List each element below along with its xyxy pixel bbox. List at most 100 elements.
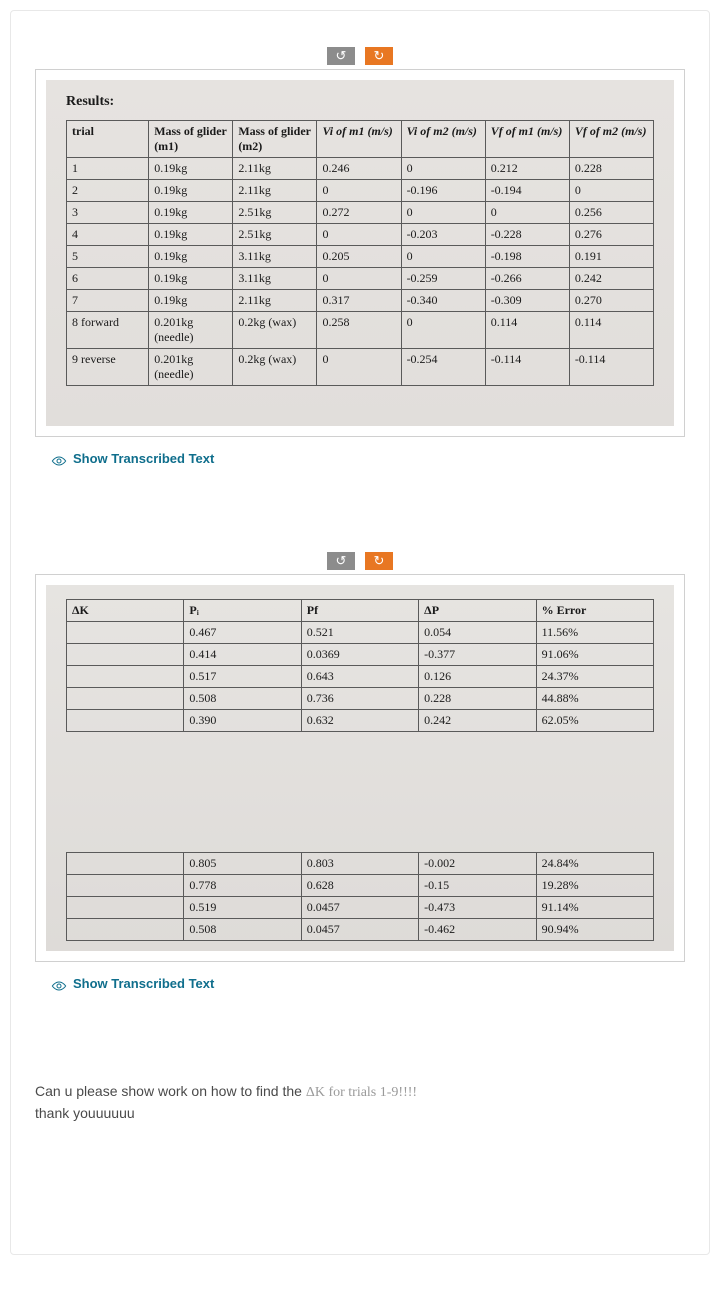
col-err: % Error: [536, 600, 653, 622]
table-cell: [67, 710, 184, 732]
table-cell: 0.628: [301, 875, 418, 897]
show-transcribed-label: Show Transcribed Text: [73, 451, 214, 466]
table-row: 0.4670.5210.05411.56%: [67, 622, 654, 644]
table-cell: 5: [67, 246, 149, 268]
table-cell: 0.508: [184, 688, 301, 710]
question-text: Can u please show work on how to find th…: [35, 1081, 685, 1124]
table-cell: 1: [67, 158, 149, 180]
image-nav-2: ↺ ↻: [11, 552, 709, 570]
show-transcribed-link-2[interactable]: Show Transcribed Text: [51, 976, 709, 991]
table-cell: 0.2kg (wax): [233, 312, 317, 349]
table-cell: 0: [485, 202, 569, 224]
table-cell: [67, 666, 184, 688]
col-vi1: Vi of m1 (m/s): [317, 121, 401, 158]
results-title: Results:: [66, 94, 654, 110]
table-cell: -0.266: [485, 268, 569, 290]
table-row: 8 forward0.201kg (needle)0.2kg (wax)0.25…: [67, 312, 654, 349]
table-row: 9 reverse0.201kg (needle)0.2kg (wax)0-0.…: [67, 349, 654, 386]
table-cell: 24.84%: [536, 853, 653, 875]
table-cell: [67, 919, 184, 941]
table-cell: 0.201kg (needle): [149, 349, 233, 386]
question-line-1: Can u please show work on how to find th…: [35, 1081, 685, 1103]
col-vf2: Vf of m2 (m/s): [569, 121, 653, 158]
prev-image-button[interactable]: ↺: [327, 552, 355, 570]
table-cell: -0.462: [419, 919, 536, 941]
table-cell: 2.11kg: [233, 290, 317, 312]
show-transcribed-label: Show Transcribed Text: [73, 976, 214, 991]
table-cell: 2.51kg: [233, 202, 317, 224]
table-cell: 44.88%: [536, 688, 653, 710]
table-cell: [67, 897, 184, 919]
table-cell: 0.0457: [301, 897, 418, 919]
table-cell: 0.114: [485, 312, 569, 349]
next-image-button[interactable]: ↻: [365, 552, 393, 570]
table-cell: -0.196: [401, 180, 485, 202]
table-cell: -0.228: [485, 224, 569, 246]
table-cell: 0.114: [569, 312, 653, 349]
table-cell: -0.203: [401, 224, 485, 246]
table-cell: 0: [569, 180, 653, 202]
analysis-table-bottom: 0.8050.803-0.00224.84%0.7780.628-0.1519.…: [66, 852, 654, 941]
table-cell: 91.14%: [536, 897, 653, 919]
next-image-button[interactable]: ↻: [365, 47, 393, 65]
table-cell: 0.19kg: [149, 246, 233, 268]
table-cell: -0.377: [419, 644, 536, 666]
table-cell: 2.11kg: [233, 158, 317, 180]
table-cell: 0.246: [317, 158, 401, 180]
table-cell: 4: [67, 224, 149, 246]
col-vi1-label: Vi of m1 (m/s): [322, 124, 392, 138]
table-cell: 0.212: [485, 158, 569, 180]
col-trial: trial: [67, 121, 149, 158]
table-cell: 0.19kg: [149, 268, 233, 290]
table-cell: 0.2kg (wax): [233, 349, 317, 386]
table-cell: 91.06%: [536, 644, 653, 666]
col-vi2-label: Vi of m2 (m/s): [407, 124, 477, 138]
analysis-table-top: ΔK Pᵢ Pf ΔP % Error 0.4670.5210.05411.56…: [66, 599, 654, 732]
table-cell: 0.467: [184, 622, 301, 644]
table-cell: 0: [317, 180, 401, 202]
table-cell: 0.19kg: [149, 224, 233, 246]
table-cell: 0.228: [419, 688, 536, 710]
table-cell: [67, 644, 184, 666]
col-m2: Mass of glider (m2): [233, 121, 317, 158]
table-cell: -0.198: [485, 246, 569, 268]
table-cell: 0.272: [317, 202, 401, 224]
table-cell: 0.0369: [301, 644, 418, 666]
table-cell: 19.28%: [536, 875, 653, 897]
col-pi: Pᵢ: [184, 600, 301, 622]
table-header-row: ΔK Pᵢ Pf ΔP % Error: [67, 600, 654, 622]
col-vf2-label: Vf of m2 (m/s): [575, 124, 647, 138]
table-cell: -0.340: [401, 290, 485, 312]
table-cell: 8 forward: [67, 312, 149, 349]
table-cell: 0.414: [184, 644, 301, 666]
table-cell: [67, 688, 184, 710]
table-cell: -0.194: [485, 180, 569, 202]
col-m1: Mass of glider (m1): [149, 121, 233, 158]
show-transcribed-link-1[interactable]: Show Transcribed Text: [51, 451, 709, 466]
table-cell: -0.114: [569, 349, 653, 386]
table-cell: 0.258: [317, 312, 401, 349]
table-cell: -0.309: [485, 290, 569, 312]
table-cell: 0.242: [419, 710, 536, 732]
table-row: 60.19kg3.11kg0-0.259-0.2660.242: [67, 268, 654, 290]
table-row: 0.5080.7360.22844.88%: [67, 688, 654, 710]
table-cell: 0.805: [184, 853, 301, 875]
question-line-2: thank youuuuuu: [35, 1103, 685, 1124]
table-cell: 0.242: [569, 268, 653, 290]
col-pf: Pf: [301, 600, 418, 622]
col-vi2: Vi of m2 (m/s): [401, 121, 485, 158]
table-cell: 0: [401, 312, 485, 349]
table-cell: -0.114: [485, 349, 569, 386]
results-table: trial Mass of glider (m1) Mass of glider…: [66, 120, 654, 386]
table-header-row: trial Mass of glider (m1) Mass of glider…: [67, 121, 654, 158]
table-cell: 0: [401, 246, 485, 268]
eye-icon: [51, 454, 67, 464]
table-cell: 0: [401, 158, 485, 180]
col-vf1-label: Vf of m1 (m/s): [491, 124, 563, 138]
prev-image-button[interactable]: ↺: [327, 47, 355, 65]
eye-icon: [51, 979, 67, 989]
question-highlight: ΔK for trials 1-9!!!!: [306, 1085, 417, 1100]
table-cell: 0.508: [184, 919, 301, 941]
table-cell: 0.19kg: [149, 290, 233, 312]
table-cell: 0.191: [569, 246, 653, 268]
